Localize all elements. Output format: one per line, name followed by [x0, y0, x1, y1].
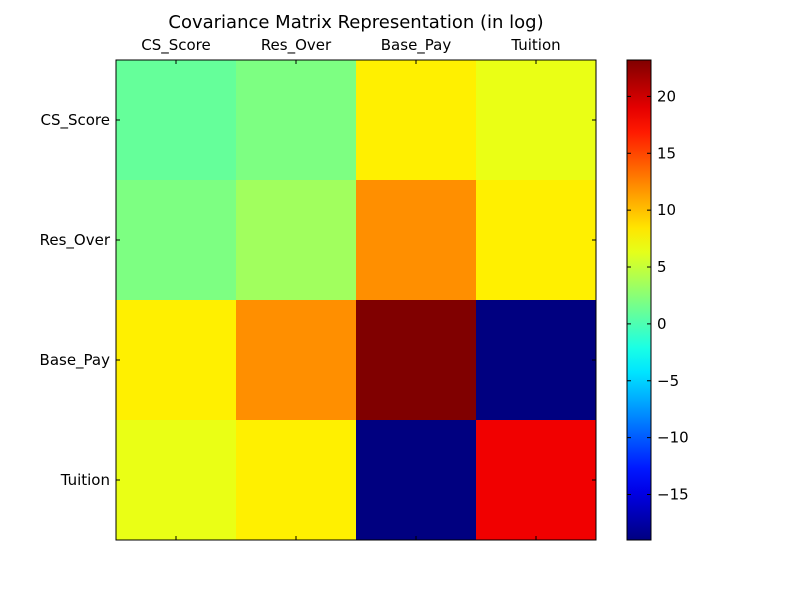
- colorbar-gradient: [626, 59, 652, 541]
- y-tick-label: CS_Score: [40, 111, 110, 130]
- colorbar-tick-label: 0: [657, 315, 667, 333]
- heatmap-cell: [116, 300, 237, 421]
- colorbar: −15 −10 −5 0 5 10 15 20: [626, 59, 689, 541]
- heatmap-cell: [356, 420, 477, 541]
- y-tick-label: Base_Pay: [40, 351, 111, 370]
- x-tick-label: Base_Pay: [381, 36, 452, 55]
- colorbar-tick-label: −10: [657, 429, 689, 447]
- heatmap-cells: [116, 60, 597, 541]
- colorbar-tick-label: 15: [657, 144, 676, 162]
- x-tick-label: Tuition: [510, 36, 560, 54]
- colorbar-tick-label: 5: [657, 258, 667, 276]
- heatmap-cell: [476, 60, 597, 181]
- heatmap-cell: [356, 300, 477, 421]
- plot-frame: [115, 59, 597, 541]
- heatmap-cell: [236, 180, 357, 301]
- heatmap-cell: [116, 60, 237, 181]
- colorbar-tick-label: −5: [657, 372, 679, 390]
- heatmap-cell: [116, 420, 237, 541]
- colorbar-tick-label: −15: [657, 486, 689, 504]
- heatmap-cell: [476, 300, 597, 421]
- heatmap-cell: [236, 60, 357, 181]
- colorbar-tick-label: 20: [657, 87, 676, 105]
- y-tick-label: Res_Over: [40, 231, 111, 250]
- heatmap-cell: [116, 180, 237, 301]
- chart-title: Covariance Matrix Representation (in log…: [168, 12, 543, 33]
- y-tick-label: Tuition: [60, 471, 110, 489]
- heatmap-cell: [476, 420, 597, 541]
- x-tick-label: Res_Over: [261, 36, 332, 55]
- x-axis-ticks: CS_Score Res_Over Base_Pay Tuition: [141, 36, 561, 540]
- heatmap-cell: [356, 60, 477, 181]
- heatmap-cell: [356, 180, 477, 301]
- heatmap-cell: [476, 180, 597, 301]
- x-tick-label: CS_Score: [141, 36, 211, 55]
- heatmap-cell: [236, 420, 357, 541]
- y-axis-ticks: CS_Score Res_Over Base_Pay Tuition: [40, 111, 596, 489]
- heatmap-cell: [236, 300, 357, 421]
- colorbar-tick-label: 10: [657, 201, 676, 219]
